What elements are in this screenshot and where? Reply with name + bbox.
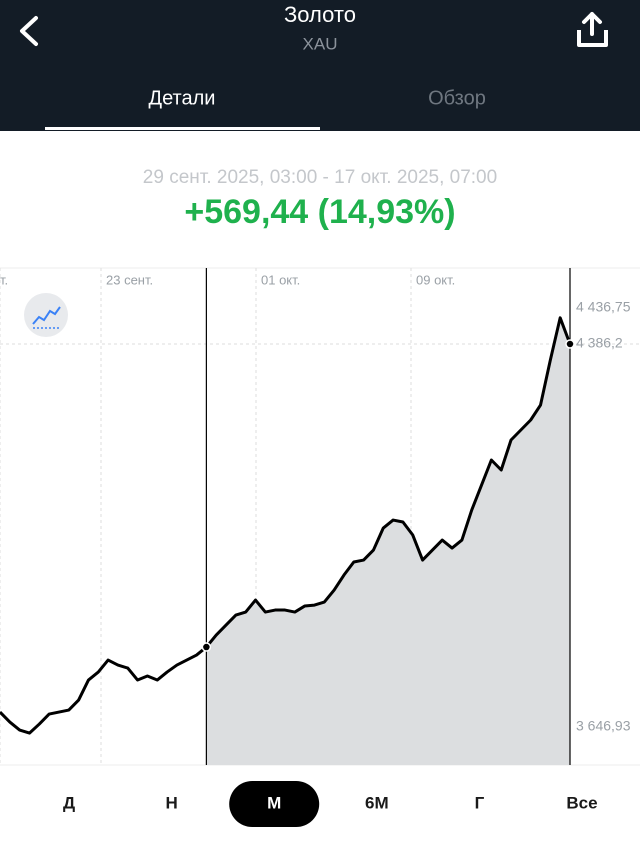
tabs: Детали Обзор: [45, 87, 486, 130]
selection-point: [565, 339, 575, 349]
period-button[interactable]: Д: [63, 793, 75, 812]
period-button[interactable]: 6М: [365, 793, 389, 812]
selection-area: [206, 317, 570, 765]
period-button[interactable]: Г: [475, 793, 485, 812]
x-label: 01 окт.: [261, 272, 300, 287]
date-range: 29 сент. 2025, 03:00 - 17 окт. 2025, 07:…: [143, 167, 497, 188]
title: Золото: [284, 2, 356, 27]
share-button[interactable]: [577, 12, 608, 47]
header-bg: [0, 0, 640, 131]
period-selector: Д Н М 6М Г Все: [63, 781, 598, 827]
change: +569,44 (14,93%): [184, 193, 455, 231]
period-active-bg: [229, 781, 320, 827]
chart-type-button[interactable]: [24, 293, 68, 337]
period-button[interactable]: Все: [566, 793, 597, 812]
subtitle: XAU: [303, 34, 338, 53]
y-tick-label: 4 386,2: [576, 335, 623, 351]
x-label: 23 сент.: [106, 272, 153, 287]
tab-underline: [45, 127, 320, 130]
price-line: [0, 316, 572, 735]
x-label: т.: [0, 272, 8, 287]
y-tick-label: 3 646,93: [576, 718, 631, 734]
chart: т. 23 сент. 01 окт. 09 окт. 4 436,75 4 386,2 3…: [0, 268, 640, 765]
y-tick-label: 4 436,75: [576, 299, 631, 315]
period-button[interactable]: М: [267, 793, 281, 812]
tab[interactable]: Детали: [149, 87, 216, 109]
tab[interactable]: Обзор: [428, 87, 486, 109]
selection-point: [201, 642, 212, 652]
period-button[interactable]: Н: [165, 793, 177, 812]
x-label: 09 окт.: [416, 272, 455, 287]
back-button[interactable]: [20, 16, 38, 46]
